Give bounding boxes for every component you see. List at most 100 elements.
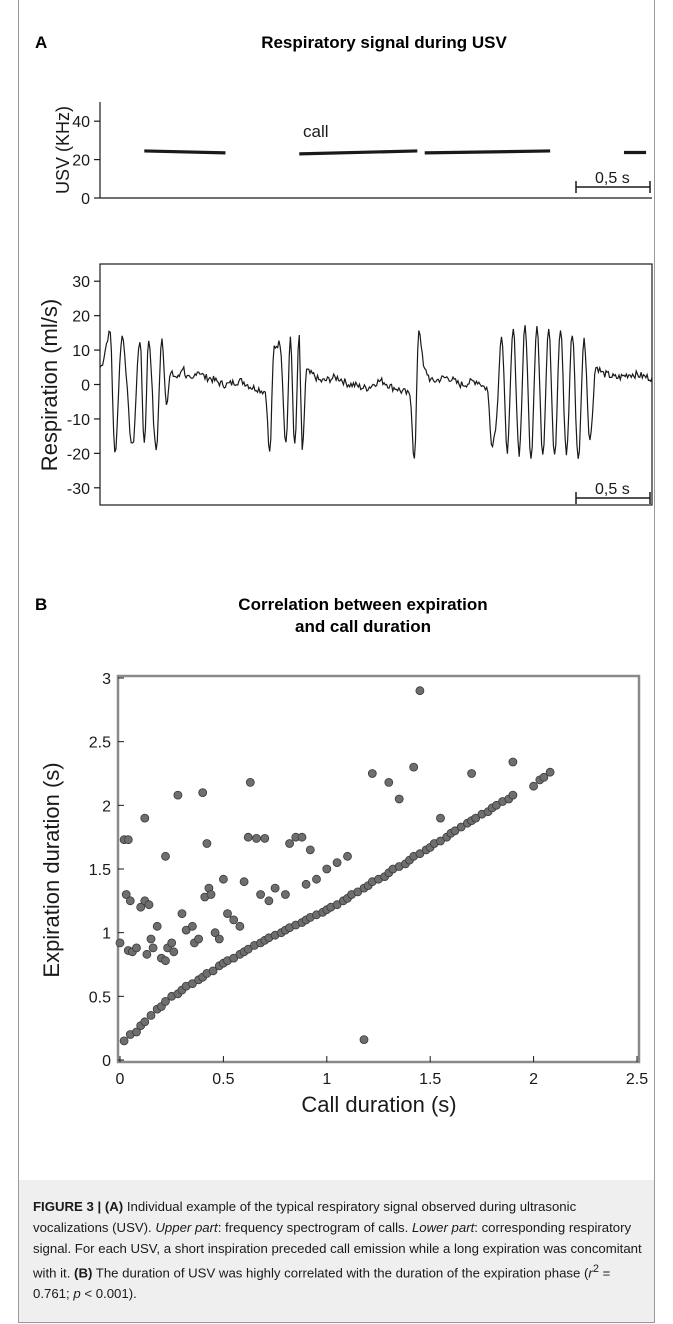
scatter-frame [116,674,641,1064]
usv-y-tick-label: 0 [81,191,90,208]
scatter-point [223,909,232,919]
caption-lower-label: Lower part [411,1220,475,1235]
scatter-point [384,777,394,787]
scatter-y-tick-label: 0 [102,1053,111,1070]
panel-b-label: B [35,595,47,614]
scatter-point [264,896,274,906]
respiration-y-tick-label: -10 [67,412,90,429]
scatter-y-tick-label: 2.5 [89,735,111,752]
scatter-point [177,909,187,919]
scatter-y-label: Expiration duration (s) [39,762,64,977]
scatter-point [140,1017,150,1027]
scatter-point [161,956,170,966]
scatter-point [394,794,404,804]
usv-plot: 0 20 40 USV (KHz) call 0,5 s [53,102,652,208]
scatter-x-tick-label: 1.5 [419,1071,441,1088]
scatter-point [146,1010,156,1020]
scatter-x-tick-label: 0.5 [212,1071,234,1088]
scatter-point [467,769,477,778]
scatter-y-tick-label: 1 [102,926,111,943]
scatter-point [148,943,158,953]
usv-y-tick-label: 40 [72,114,90,131]
respiration-y-tick-label: 10 [72,343,90,360]
scatter-x-tick-label: 2.5 [626,1071,648,1088]
respiration-y-tick-label: 20 [72,309,90,326]
usv-scale-bar: 0,5 s [575,170,651,193]
scatter-x-tick-label: 1 [322,1071,331,1088]
scatter-point [214,934,224,944]
caption-b-text: The duration of USV was highly correlate… [92,1265,589,1281]
scatter-point [239,877,249,887]
scatter-point [198,788,208,798]
scatter-point [202,839,212,848]
scatter-point [529,781,538,791]
scatter-point [218,874,228,884]
usv-y-tick-label: 20 [72,153,90,170]
scatter-point [343,851,352,861]
scatter-point [142,949,152,959]
resp-scale-label: 0,5 s [595,481,630,498]
scatter-point [229,915,239,925]
scatter-point [152,921,162,931]
scatter-point [332,900,342,910]
scatter-point [167,938,177,948]
caption-upper-label: Upper part [155,1220,218,1235]
usv-y-ticks: 0 20 40 [72,114,100,208]
caption-stat-p: p [73,1286,81,1302]
scatter-point [415,686,425,696]
scatter-point [132,1027,141,1037]
caption-stat-rest: = 0.761; [33,1265,611,1302]
panel-a-title: Respiratory signal during USV [261,33,507,52]
panel-a: A Respiratory signal during USV 0 20 40 US… [35,33,653,506]
caption-b-ref: (B) [74,1265,93,1281]
scatter-point [409,762,419,772]
scatter-point [132,943,141,953]
usv-call-segment [299,149,418,156]
scatter-point [245,777,255,787]
scatter-point [285,839,295,848]
usv-y-label: USV (KHz) [53,106,73,194]
caption-stat-end: < 0.001). [80,1286,137,1302]
caption-lower-text: : corresponding respiratory signal. For … [33,1220,642,1281]
panel-b-title-line1: Correlation between expiration [238,595,487,614]
resp-scale-bar: 0,5 s [575,481,651,504]
respiration-trace [99,325,653,459]
figure-caption: FIGURE 3 | (A) Individual example of the… [33,1196,645,1304]
respiration-y-tick-label: -30 [67,481,90,498]
caption-figure-label: FIGURE 3 | [33,1199,105,1214]
scatter-point [332,858,342,868]
scatter-point [301,879,311,889]
scatter-point [305,845,315,855]
scatter-point [121,890,131,899]
scatter-x-tick-label: 2 [529,1071,538,1088]
respiration-y-tick-label: 30 [72,274,90,291]
scatter-point [270,883,280,893]
scatter-point [252,833,261,843]
scatter-point [187,921,197,931]
respiration-plot: -30 -20 -10 0 10 20 30 Respiration (ml/s) 0,5 … [37,263,653,506]
scatter-point [140,813,150,823]
panel-a-label: A [35,33,47,52]
scatter-point [297,832,307,842]
scatter-point [539,772,549,782]
call-annotation: call [303,122,329,141]
scatter-y-tick-label: 0.5 [89,989,111,1006]
scatter-point [243,832,253,842]
scatter-x-label: Call duration (s) [301,1092,456,1117]
scatter-point [194,934,204,944]
respiration-y-label: Respiration (ml/s) [37,299,62,471]
scatter-y-tick-label: 1.5 [89,862,111,879]
respiration-y-tick-label: -20 [67,446,90,463]
scatter-point [208,966,218,976]
scatter-point [144,900,154,910]
respiration-y-tick-label: 0 [81,378,90,395]
scatter-y-ticks: 0 0.5 1 1.5 2 2.5 3 [89,671,124,1070]
caption-a-ref: (A) [104,1199,124,1214]
scatter-y-tick-label: 3 [102,671,111,688]
scatter-point [471,813,481,823]
usv-scale-label: 0,5 s [595,170,630,187]
caption-stat-sup: 2 [592,1263,599,1275]
panel-b-title-line2: and call duration [295,617,431,636]
scatter-point [367,769,377,778]
